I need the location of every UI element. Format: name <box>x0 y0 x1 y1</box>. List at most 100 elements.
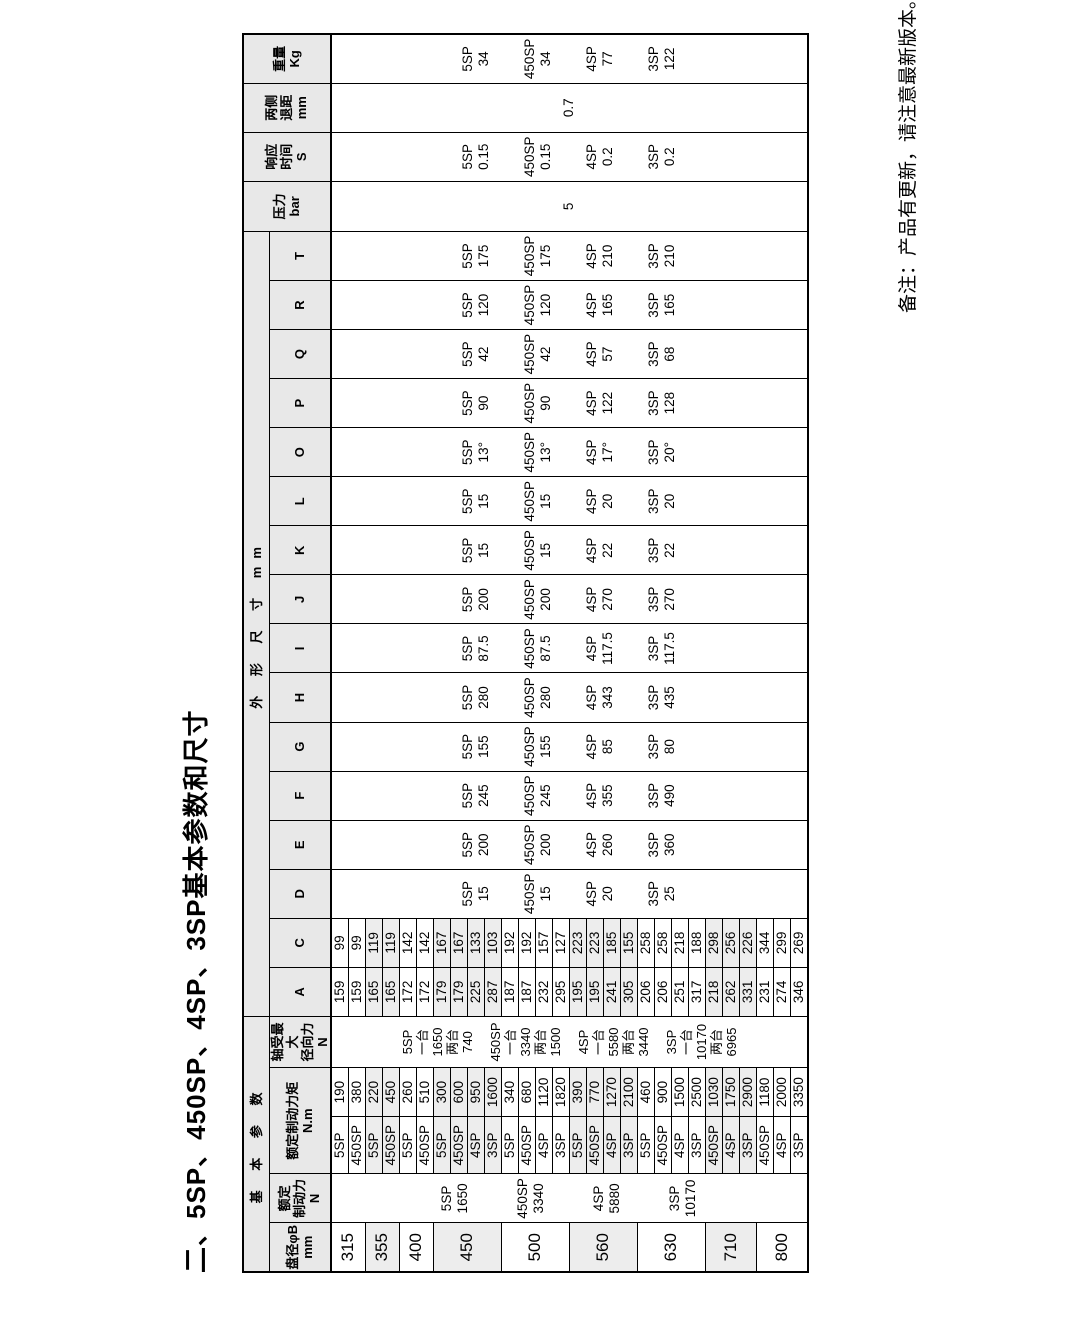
torque-cell: 680 <box>518 1067 535 1117</box>
sp-block: 5SP 155 <box>460 733 491 760</box>
sp-type-cell: 5SP <box>330 1116 348 1174</box>
sp-block: 450SP 90 <box>522 382 553 424</box>
sp-block: 4SP 57 <box>584 341 615 367</box>
dim-A-cell: 287 <box>484 967 501 1017</box>
sp-block: 4SP 20 <box>584 881 615 907</box>
dim-I-cell-blocks: 5SP 87.5 450SP 87.5 4SP 117.5 3SP 117.5 <box>460 624 678 672</box>
header-col-dim-A: A <box>269 967 331 1017</box>
torque-cell: 2000 <box>773 1067 790 1117</box>
sp-type-cell: 5SP <box>399 1116 416 1174</box>
sp-block: 3SP 490 <box>646 782 677 809</box>
dim-P-cell-blocks: 5SP 90 450SP 90 4SP 122 3SP 128 <box>460 379 678 427</box>
sp-type-cell: 3SP <box>552 1116 569 1174</box>
sp-block: 4SP 85 <box>584 733 615 760</box>
header-col-dim-L: L <box>269 476 331 526</box>
spec-table-head: 基 本 参 数外 形 尺 寸 mm 压力 bar 响应 时间 S 两侧 退距 mm 重量 Kg 盘径φ… <box>243 34 331 1272</box>
torque-cell: 1820 <box>552 1067 569 1117</box>
dim-D-cell-blocks: 5SP 15 450SP 15 4SP 20 3SP 25 <box>460 870 678 918</box>
sp-block: 5SP 120 <box>460 292 491 318</box>
dim-C-cell: 133 <box>467 918 484 968</box>
dim-H-cell-blocks: 5SP 280 450SP 280 4SP 343 3SP 435 <box>460 674 678 722</box>
torque-cell: 300 <box>433 1067 450 1117</box>
diameter-cell: 630 <box>637 1222 705 1272</box>
header-group-dimensions: 外 形 尺 寸 mm <box>243 231 269 1017</box>
dim-Q-cell: 5SP 42 450SP 42 4SP 57 3SP 68 <box>330 329 808 379</box>
dim-C-cell: 258 <box>637 918 654 968</box>
sp-block: 3SP 0.2 <box>646 143 677 170</box>
dim-C-cell: 142 <box>399 918 416 968</box>
dim-A-cell: 195 <box>569 967 586 1017</box>
sp-block: 5SP 15 <box>460 537 491 564</box>
sp-block: 5SP 1650 <box>439 1183 470 1214</box>
sp-block: 5SP 200 <box>460 831 491 858</box>
dim-A-cell: 179 <box>450 967 467 1017</box>
dim-C-cell: 192 <box>518 918 535 968</box>
torque-cell: 2100 <box>620 1067 637 1117</box>
dim-C-cell: 269 <box>790 918 808 968</box>
torque-cell: 460 <box>637 1067 654 1117</box>
sp-block: 3SP 122 <box>646 46 677 72</box>
dim-C-cell: 299 <box>773 918 790 968</box>
torque-cell: 220 <box>365 1067 382 1117</box>
spec-table: 基 本 参 数外 形 尺 寸 mm 压力 bar 响应 时间 S 两侧 退距 mm 重量 Kg 盘径φ… <box>242 33 809 1273</box>
sp-block: 3SP 25 <box>646 881 677 907</box>
dim-C-cell: 226 <box>739 918 756 968</box>
diameter-cell: 355 <box>365 1222 399 1272</box>
dim-T-cell-blocks: 5SP 175 450SP 175 4SP 210 3SP 210 <box>460 232 678 280</box>
sp-block: 3SP 360 <box>646 831 677 858</box>
dim-A-cell: 295 <box>552 967 569 1017</box>
page-title: 二、5SP、450SP、4SP、3SP基本参数和尺寸 <box>181 709 211 1274</box>
torque-cell: 1120 <box>535 1067 552 1117</box>
sp-block: 4SP 5880 <box>591 1183 622 1214</box>
sp-block: 4SP 122 <box>584 390 615 416</box>
dim-O-cell-blocks: 5SP 13° 450SP 13° 4SP 17° 3SP 20° <box>460 428 678 476</box>
dim-C-cell: 99 <box>330 918 348 968</box>
sp-block: 4SP 22 <box>584 537 615 564</box>
dim-J-cell-blocks: 5SP 200 450SP 200 4SP 270 3SP 270 <box>460 575 678 623</box>
header-col-dim-E: E <box>269 820 331 870</box>
sp-type-cell: 450SP <box>416 1116 433 1174</box>
dim-A-cell: 206 <box>654 967 671 1017</box>
dim-C-cell: 119 <box>365 918 382 968</box>
sp-type-cell: 5SP <box>365 1116 382 1174</box>
sp-block: 5SP 200 <box>460 586 491 613</box>
dim-A-cell: 331 <box>739 967 756 1017</box>
sp-type-cell: 4SP <box>467 1116 484 1174</box>
torque-cell: 340 <box>501 1067 518 1117</box>
sp-block: 450SP 15 <box>522 873 553 915</box>
sp-block: 450SP 120 <box>522 284 553 326</box>
dim-Q-cell-blocks: 5SP 42 450SP 42 4SP 57 3SP 68 <box>460 330 678 378</box>
spec-table-body: 315 5SP 1650 450SP 3340 4SP 5880 3SP 10170 5SP 190… <box>330 34 808 1272</box>
sp-type-cell: 450SP <box>705 1116 722 1174</box>
dim-A-cell: 187 <box>518 967 535 1017</box>
sp-type-cell: 3SP <box>790 1116 808 1174</box>
header-col-dim-K: K <box>269 525 331 575</box>
dim-A-cell: 225 <box>467 967 484 1017</box>
torque-cell: 380 <box>348 1067 365 1117</box>
dim-C-cell: 298 <box>705 918 722 968</box>
sp-block: 5SP 42 <box>460 341 491 367</box>
sp-block: 450SP 3340 <box>515 1178 546 1219</box>
dim-L-cell-blocks: 5SP 15 450SP 15 4SP 20 3SP 20 <box>460 477 678 525</box>
sp-type-cell: 4SP <box>535 1116 552 1174</box>
sp-block: 3SP 128 <box>646 390 677 416</box>
dim-C-cell: 218 <box>671 918 688 968</box>
dim-C-cell: 344 <box>756 918 773 968</box>
sp-block: 4SP 355 <box>584 782 615 809</box>
dim-A-cell: 218 <box>705 967 722 1017</box>
dim-A-cell: 172 <box>416 967 433 1017</box>
sp-type-cell: 450SP <box>450 1116 467 1174</box>
header-col-dim-J: J <box>269 574 331 624</box>
note-text: 备注：产品有更新，请注意最新版本。 <box>898 0 919 313</box>
dim-C-cell: 99 <box>348 918 365 968</box>
dim-F-cell-blocks: 5SP 245 450SP 245 4SP 355 3SP 490 <box>460 772 678 820</box>
header-col-pressure: 压力 bar <box>243 181 331 232</box>
header-group-row: 基 本 参 数外 形 尺 寸 mm 压力 bar 响应 时间 S 两侧 退距 mm 重量 Kg <box>243 34 331 1272</box>
dim-E-cell-blocks: 5SP 200 450SP 200 4SP 260 3SP 360 <box>460 821 678 869</box>
dim-A-cell: 206 <box>637 967 654 1017</box>
torque-cell: 600 <box>450 1067 467 1117</box>
sp-block: 3SP 22 <box>646 537 677 564</box>
dim-A-cell: 159 <box>330 967 348 1017</box>
dim-C-cell: 103 <box>484 918 501 968</box>
